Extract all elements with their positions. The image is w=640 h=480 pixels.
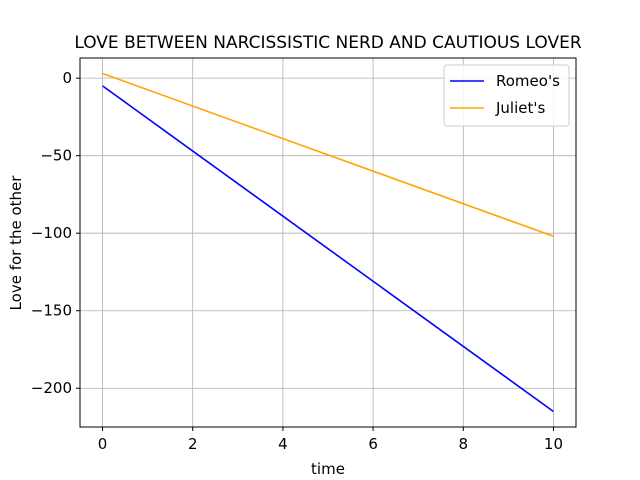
x-tick-label: 8: [458, 435, 468, 453]
series-lines: [102, 72, 554, 413]
legend: Romeo's Juliet's: [443, 64, 570, 127]
series-line-1: [102, 85, 554, 413]
y-tick-label: 0: [62, 69, 72, 87]
x-axis-label: time: [311, 460, 345, 478]
y-tick-label: −200: [31, 379, 72, 397]
chart-title: LOVE BETWEEN NARCISSISTIC NERD AND CAUTI…: [74, 33, 581, 53]
y-axis-label: Love for the other: [7, 175, 25, 311]
x-tick-label: 6: [368, 435, 378, 453]
series-line-2: [102, 72, 554, 238]
x-tick-label: 2: [188, 435, 198, 453]
x-tick-label: 4: [278, 435, 288, 453]
axis-ticks: 0 2 4 6 8 10 0 −50 −100 −150 −200: [31, 69, 563, 453]
x-tick-label: 0: [98, 435, 108, 453]
y-tick-label: −100: [31, 224, 72, 242]
plot-frame: [79, 57, 577, 428]
legend-label: Romeo's: [496, 72, 560, 90]
y-tick-label: −150: [31, 302, 72, 320]
y-tick-label: −50: [40, 147, 72, 165]
x-tick-label: 10: [544, 435, 563, 453]
legend-label: Juliet's: [495, 99, 545, 117]
